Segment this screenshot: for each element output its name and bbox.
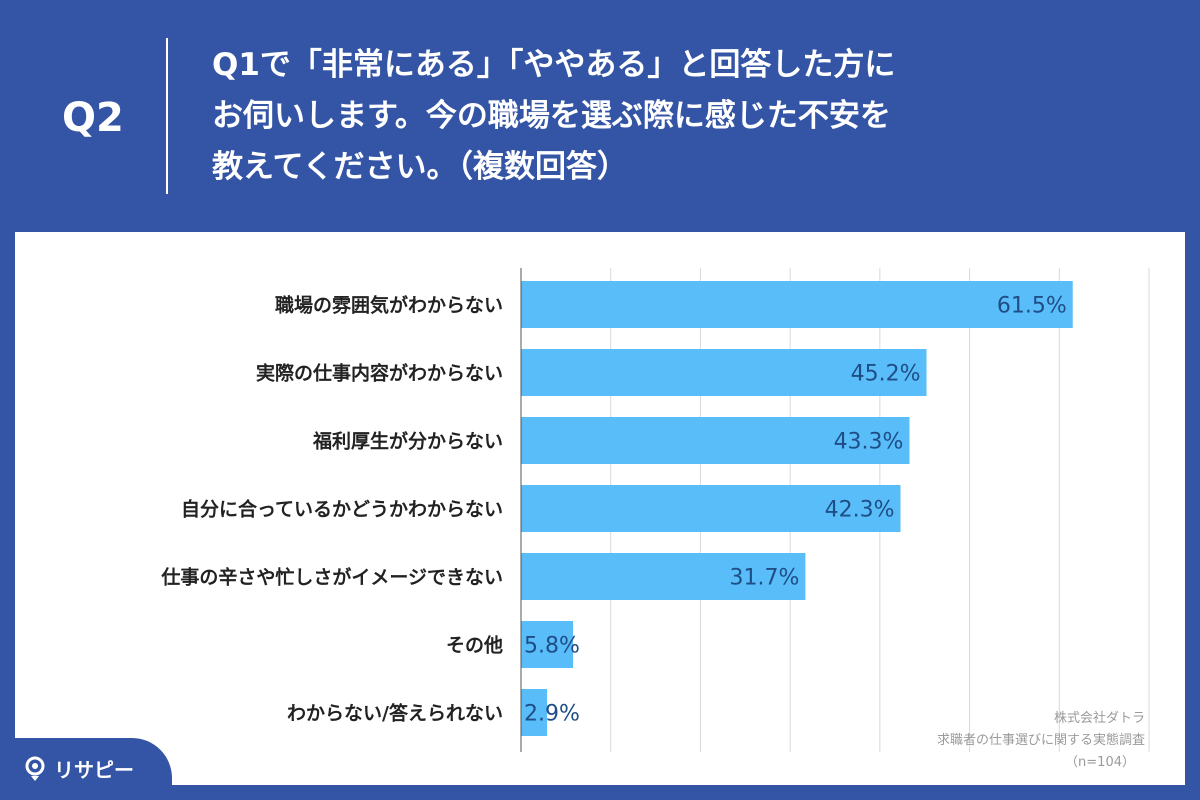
category-label: 福利厚生が分からない: [312, 430, 503, 453]
value-label: 5.8%: [524, 634, 580, 659]
value-label: 43.3%: [834, 430, 904, 455]
sample-size: （n=104）: [1065, 755, 1135, 770]
value-label: 2.9%: [524, 702, 580, 727]
pin-icon: [25, 756, 45, 781]
header: Q2 Q1で「非常にある」「ややある」と回答した方に お伺いします。今の職場を選…: [0, 0, 1200, 232]
chart-panel: 職場の雰囲気がわからない 61.5% 実際の仕事内容がわからない 45.2% 福利厚生が…: [15, 232, 1185, 785]
question-text: Q1で「非常にある」「ややある」と回答した方に お伺いします。今の職場を選ぶ際に…: [212, 40, 1172, 193]
value-label: 61.5%: [997, 294, 1067, 319]
bar: [521, 689, 548, 736]
header-divider: [166, 38, 168, 194]
bar: [521, 485, 901, 532]
source-company: 株式会社ダトラ: [1053, 711, 1145, 726]
category-label: 職場の雰囲気がわからない: [275, 294, 503, 317]
question-number: Q2: [62, 95, 124, 141]
bar: [521, 281, 1073, 328]
bar: [521, 349, 927, 396]
category-label: 自分に合っているかどうかわからない: [181, 498, 503, 521]
logo: リサピー: [24, 754, 134, 783]
bar: [521, 621, 574, 668]
question-line: お伺いします。今の職場を選ぶ際に感じた不安を: [212, 98, 891, 134]
bar: [521, 553, 806, 600]
source-survey: 求職者の仕事選びに関する実態調査: [936, 733, 1145, 748]
bar-chart: 職場の雰囲気がわからない 61.5% 実際の仕事内容がわからない 45.2% 福利厚生が…: [160, 268, 1150, 752]
value-label: 42.3%: [825, 498, 895, 523]
question-line: 教えてください。（複数回答）: [212, 149, 629, 185]
value-label: 45.2%: [851, 362, 921, 387]
category-label: 仕事の辛さや忙しさがイメージできない: [160, 566, 503, 589]
category-label: 実際の仕事内容がわからない: [256, 362, 503, 385]
bar: [521, 417, 910, 464]
logo-text: リサピー: [54, 758, 134, 782]
category-label: わからない/答えられない: [287, 702, 503, 725]
question-line: Q1で「非常にある」「ややある」と回答した方に: [212, 47, 896, 83]
category-label: その他: [446, 634, 503, 657]
value-label: 31.7%: [730, 566, 800, 591]
